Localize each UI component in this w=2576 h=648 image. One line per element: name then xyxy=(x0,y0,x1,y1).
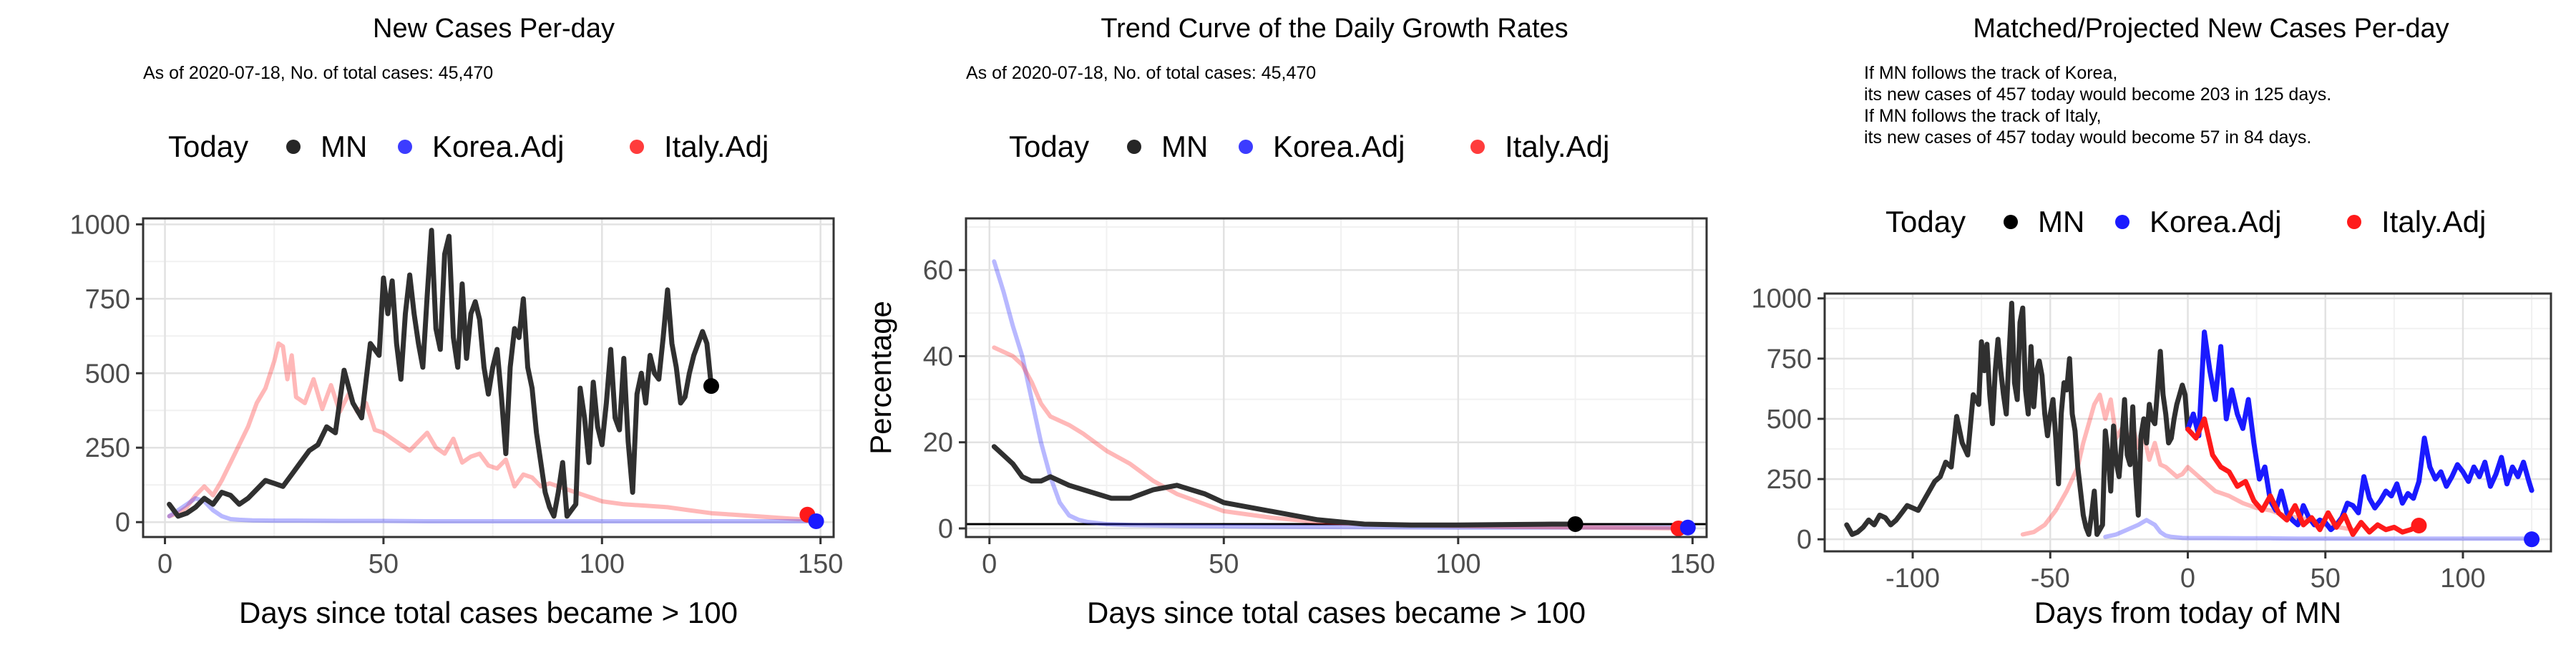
chart-subtitle: its new cases of 457 today would become … xyxy=(1864,127,2311,148)
series-line-korea-adj xyxy=(992,259,1690,530)
y-tick-label: 1000 xyxy=(69,210,130,240)
x-axis-label: Days from today of MN xyxy=(2034,596,2341,629)
y-tick-label: 500 xyxy=(1767,405,1812,435)
today-point-mn xyxy=(1567,516,1584,532)
legend-key-mn xyxy=(2004,215,2018,229)
chart-panel-3: Matched/Projected New Cases Per-day If MN… xyxy=(1717,0,2576,644)
legend-label-italy: Italy.Adj xyxy=(1505,130,1609,163)
x-tick-label: 100 xyxy=(2440,564,2485,594)
chart-matched-projected: Matched/Projected New Cases Per-day If MN… xyxy=(1751,14,2552,629)
legend-title: Today xyxy=(168,130,248,163)
chart-panel-1: New Cases Per-day As of 2020-07-18, No. o… xyxy=(0,0,859,644)
chart-new-cases-per-day: New Cases Per-day As of 2020-07-18, No. o… xyxy=(69,14,843,629)
y-tick-label: 20 xyxy=(923,428,953,458)
y-tick-label: 1000 xyxy=(1751,284,1812,314)
x-tick-label: 0 xyxy=(982,549,997,579)
grid xyxy=(966,218,1707,537)
x-tick-label: 150 xyxy=(1670,549,1715,579)
today-point-korea xyxy=(808,513,824,529)
chart-subtitle: As of 2020-07-18, No. of total cases: 45… xyxy=(143,63,493,83)
chart-subtitle: its new cases of 457 today would become … xyxy=(1864,84,2331,105)
chart-title: Matched/Projected New Cases Per-day xyxy=(1973,14,2449,44)
series-line-italy-adj xyxy=(167,341,810,521)
x-tick-label: 100 xyxy=(580,549,625,579)
legend-key-korea xyxy=(1239,140,1253,154)
y-tick-label: 750 xyxy=(85,284,130,314)
legend-key-mn xyxy=(1127,140,1141,154)
legend-title: Today xyxy=(1009,130,1089,163)
y-tick-label: 60 xyxy=(923,256,953,286)
today-point-italy xyxy=(2411,518,2427,533)
legend-label-mn: MN xyxy=(1161,130,1208,163)
legend-key-korea xyxy=(2115,215,2129,229)
x-tick-label: 50 xyxy=(2311,564,2341,594)
today-point-mn xyxy=(703,378,719,395)
legend-label-mn: MN xyxy=(2038,205,2084,238)
x-tick-label: 50 xyxy=(1209,549,1239,579)
x-tick-label: -100 xyxy=(1885,564,1940,594)
grid xyxy=(143,218,834,537)
plot-border xyxy=(142,217,835,538)
x-axis-label: Days since total cases became > 100 xyxy=(239,596,738,629)
legend-key-mn xyxy=(286,140,301,154)
y-tick-label: 40 xyxy=(923,342,953,372)
legend-key-italy xyxy=(630,140,644,154)
today-point-korea xyxy=(1679,519,1696,536)
today-point-korea xyxy=(2524,531,2540,548)
legend: Today MN Korea.Adj Italy.Adj xyxy=(1009,130,1609,163)
chart-subtitle: If MN follows the track of Italy, xyxy=(1864,106,2102,126)
legend: Today MN Korea.Adj Italy.Adj xyxy=(1885,205,2486,238)
series-line-korea-adj-matched xyxy=(2103,518,2534,541)
legend-title: Today xyxy=(1885,205,1966,238)
series-line-mn xyxy=(1844,301,2190,537)
x-tick-label: 0 xyxy=(157,549,172,579)
x-axis-label: Days since total cases became > 100 xyxy=(1087,596,1586,629)
legend-label-mn: MN xyxy=(321,130,367,163)
y-axis-label: Percentage xyxy=(864,301,897,455)
y-tick-label: 250 xyxy=(1767,465,1812,495)
chart-growth-rates: Trend Curve of the Daily Growth Rates As … xyxy=(864,14,1715,629)
legend-label-italy: Italy.Adj xyxy=(2381,205,2486,238)
y-tick-label: 0 xyxy=(938,514,953,544)
series-line-italy-adj-projected xyxy=(2185,416,2421,537)
legend-label-korea: Korea.Adj xyxy=(432,130,564,163)
series-line-mn xyxy=(991,444,1579,528)
y-tick-label: 0 xyxy=(115,508,130,538)
legend: Today MN Korea.Adj Italy.Adj xyxy=(168,130,769,163)
legend-key-italy xyxy=(1470,140,1485,154)
series-line-italy-adj-matched xyxy=(2020,392,2356,537)
chart-subtitle: As of 2020-07-18, No. of total cases: 45… xyxy=(966,63,1316,83)
x-tick-label: 150 xyxy=(798,549,843,579)
x-tick-label: 50 xyxy=(369,549,399,579)
y-tick-label: 0 xyxy=(1797,525,1812,555)
legend-label-korea: Korea.Adj xyxy=(1273,130,1405,163)
legend-key-korea xyxy=(398,140,412,154)
x-tick-label: 100 xyxy=(1435,549,1480,579)
x-tick-label: -50 xyxy=(2031,564,2070,594)
x-tick-label: 0 xyxy=(2180,564,2195,594)
legend-label-korea: Korea.Adj xyxy=(2150,205,2281,238)
series-line-korea-adj-projected xyxy=(2185,329,2534,533)
y-tick-label: 750 xyxy=(1767,344,1812,374)
chart-title: New Cases Per-day xyxy=(373,14,615,44)
chart-panel-2: Trend Curve of the Daily Growth Rates As … xyxy=(859,0,1717,644)
legend-key-italy xyxy=(2347,215,2361,229)
y-tick-label: 250 xyxy=(85,433,130,463)
chart-subtitle: If MN follows the track of Korea, xyxy=(1864,63,2117,83)
legend-label-italy: Italy.Adj xyxy=(664,130,769,163)
y-tick-label: 500 xyxy=(85,359,130,389)
series-line-mn xyxy=(167,228,714,519)
chart-title: Trend Curve of the Daily Growth Rates xyxy=(1101,14,1568,44)
plot-border xyxy=(965,217,1708,538)
